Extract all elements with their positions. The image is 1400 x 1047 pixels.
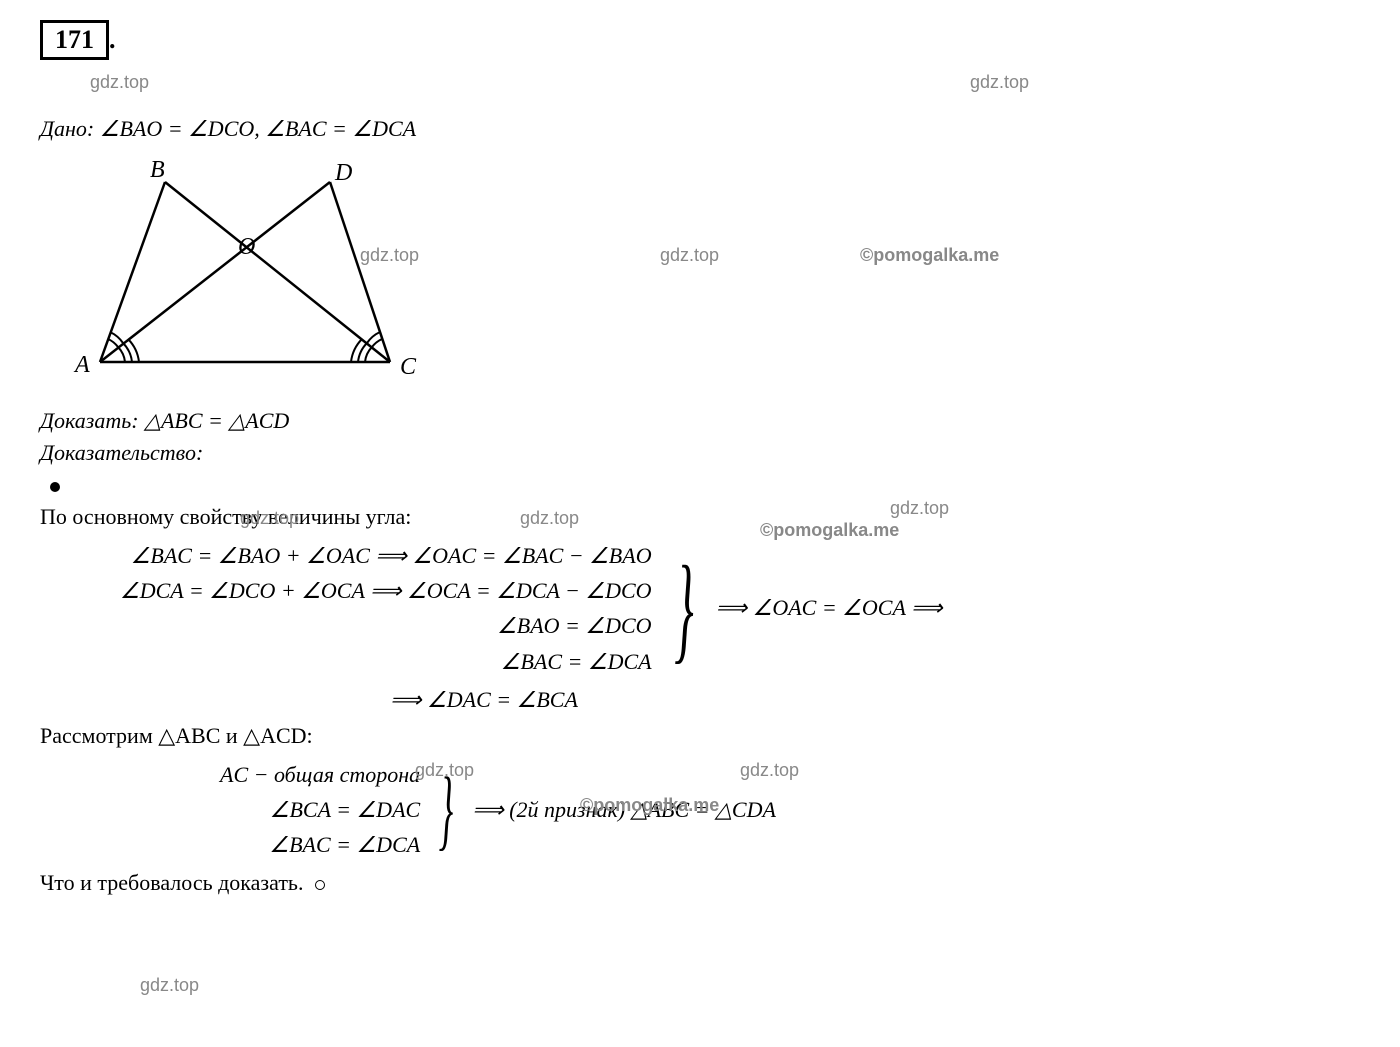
diagram-label-o: O [238,234,255,260]
given-expression: ∠BAO = ∠DCO, ∠BAC = ∠DCA [100,116,416,141]
implies-line: ⟹ ∠DAC = ∠BCA [390,687,1360,713]
diagram-label-a: A [73,352,90,378]
math-line: ∠BAC = ∠BAO + ∠OAC ⟹ ∠OAC = ∠BAC − ∠BAO [131,538,652,573]
page-container: gdz.top gdz.top gdz.top gdz.top ©pomogal… [40,20,1360,896]
proof-label: Доказательство: [40,440,1360,466]
diagram-label-d: D [334,160,352,186]
prove-expression: △ABC = △ACD [144,408,289,433]
math-line: ∠BAC = ∠DCA [269,827,420,862]
geometry-diagram: A B C D O [70,152,1360,398]
given-label: Дано: [40,116,94,141]
math-lines-1: ∠BAC = ∠BAO + ∠OAC ⟹ ∠OAC = ∠BAC − ∠BAO … [120,538,652,679]
given-line: Дано: ∠BAO = ∠DCO, ∠BAC = ∠DCA [40,116,1360,142]
problem-number-row: 171. [40,20,1360,80]
math-conclusion-2: ⟹ (2й признак) △ABC = △CDA [472,797,776,823]
math-line: ∠BAO = ∠DCO [497,608,652,643]
math-block-2: AC − общая сторона ∠BCA = ∠DAC ∠BAC = ∠D… [220,757,1360,863]
qed-text: Что и требовалось доказать. [40,870,303,895]
prove-line: Доказать: △ABC = △ACD [40,408,1360,434]
bullet-row [40,472,1360,498]
qed-line: Что и требовалось доказать. [40,870,1360,896]
prove-label: Доказать: [40,408,139,433]
math-line: ∠DCA = ∠DCO + ∠OCA ⟹ ∠OCA = ∠DCA − ∠DCO [120,573,652,608]
math-line: ∠BAC = ∠DCA [501,644,652,679]
math-line: AC − общая сторона [220,757,420,792]
diagram-label-b: B [150,157,165,183]
section1-text: По основному свойству величины угла: [40,504,1360,530]
watermark-gdz: gdz.top [140,975,199,996]
section2-text: Рассмотрим △ABC и △ACD: [40,723,1360,749]
bullet-icon [50,482,60,492]
diagram-label-c: C [400,354,417,380]
math-line: ∠BCA = ∠DAC [270,792,420,827]
qed-circle-icon [315,880,325,890]
diagram-svg: A B C D O [70,152,420,392]
math-lines-2: AC − общая сторона ∠BCA = ∠DAC ∠BAC = ∠D… [220,757,420,863]
math-conclusion-1: ⟹ ∠OAC = ∠OCA ⟹ [716,595,943,621]
problem-number: 171 [40,20,109,60]
math-block-1: ∠BAC = ∠BAO + ∠OAC ⟹ ∠OAC = ∠BAC − ∠BAO … [120,538,1360,679]
